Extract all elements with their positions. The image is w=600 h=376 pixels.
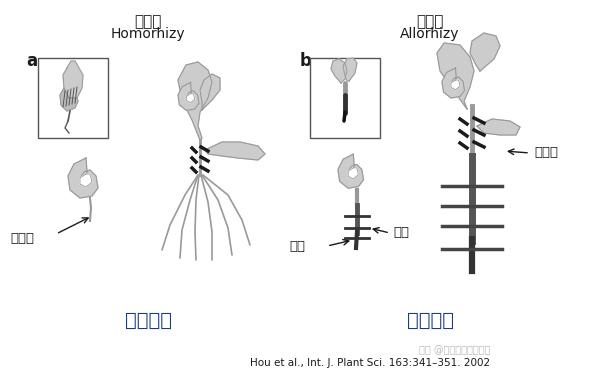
Polygon shape xyxy=(187,94,195,103)
Polygon shape xyxy=(63,61,83,98)
Text: Allorhizy: Allorhizy xyxy=(400,27,460,41)
Polygon shape xyxy=(348,168,358,179)
Polygon shape xyxy=(437,43,474,109)
Polygon shape xyxy=(80,174,92,187)
Polygon shape xyxy=(442,68,464,98)
Polygon shape xyxy=(200,74,220,110)
Polygon shape xyxy=(178,82,199,111)
Polygon shape xyxy=(178,62,212,140)
Polygon shape xyxy=(477,119,520,135)
Text: 不定根: 不定根 xyxy=(10,232,34,244)
Text: a: a xyxy=(26,52,37,70)
Bar xyxy=(310,58,380,138)
Text: 同型根: 同型根 xyxy=(134,14,161,29)
Text: b: b xyxy=(300,52,312,70)
Polygon shape xyxy=(470,33,500,71)
Text: 侧根: 侧根 xyxy=(393,226,409,240)
Polygon shape xyxy=(338,154,364,188)
Text: 被子植物: 被子植物 xyxy=(407,311,454,329)
Polygon shape xyxy=(451,80,460,90)
Polygon shape xyxy=(343,58,357,81)
Text: 知乎 @鑫波和他的小鱼干: 知乎 @鑫波和他的小鱼干 xyxy=(419,345,491,355)
Text: 异型根: 异型根 xyxy=(416,14,443,29)
Polygon shape xyxy=(68,158,98,198)
Text: 主根: 主根 xyxy=(289,240,305,253)
Text: 不定根: 不定根 xyxy=(534,147,558,159)
Text: Hou et al., Int. J. Plant Sci. 163:341–351. 2002: Hou et al., Int. J. Plant Sci. 163:341–3… xyxy=(250,358,490,368)
Polygon shape xyxy=(60,88,78,111)
Polygon shape xyxy=(331,59,347,83)
Text: Homorhizy: Homorhizy xyxy=(110,27,185,41)
Text: 蕨类植物: 蕨类植物 xyxy=(125,311,172,329)
Polygon shape xyxy=(205,142,265,160)
Bar xyxy=(38,58,108,138)
